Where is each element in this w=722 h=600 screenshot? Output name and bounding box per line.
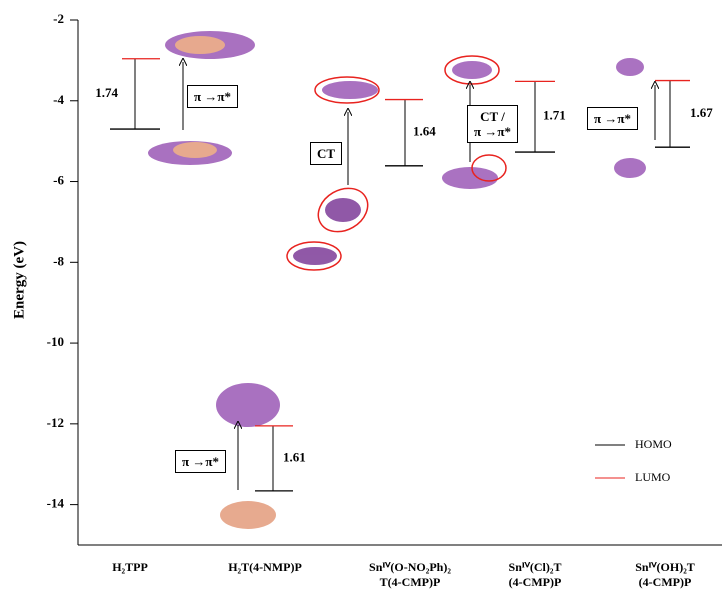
legend-label: LUMO <box>635 470 671 484</box>
y-tick-label: -8 <box>53 253 64 268</box>
legend-label: HOMO <box>635 437 672 451</box>
transition-label: CT / π →π* <box>467 105 518 143</box>
gap-label: 1.71 <box>543 108 566 123</box>
transition-label: CT <box>310 142 343 165</box>
orbitals <box>148 31 646 529</box>
gap-label: 1.64 <box>413 124 436 139</box>
y-tick-label: -6 <box>53 173 64 188</box>
y-tick-label: -14 <box>47 496 65 511</box>
transition-arrows <box>183 62 655 490</box>
x-tick-label: Snᴵⱽ(O-NO₂Ph)₂ T(4-CMP)P <box>369 560 451 589</box>
gap-label: 1.67 <box>690 105 713 120</box>
y-tick-label: -12 <box>47 415 64 430</box>
y-tick-label: -10 <box>47 334 64 349</box>
x-tick-label: Snᴵⱽ(Cl)₂T (4-CMP)P <box>508 560 562 589</box>
x-tick-label: H₂TPP <box>112 560 148 574</box>
x-tick-label: Snᴵⱽ(OH)₂T (4-CMP)P <box>635 560 695 589</box>
x-tick-label: H₂T(4-NMP)P <box>228 560 302 574</box>
transition-label: π →π* <box>587 107 638 130</box>
y-axis-label: Energy (eV) <box>11 241 27 319</box>
transition-label: π →π* <box>175 450 226 473</box>
gap-label: 1.74 <box>95 85 118 100</box>
y-tick-label: -4 <box>53 92 64 107</box>
transition-label: π →π* <box>187 85 238 108</box>
gap-label: 1.61 <box>283 449 306 464</box>
y-tick-label: -2 <box>53 11 64 26</box>
